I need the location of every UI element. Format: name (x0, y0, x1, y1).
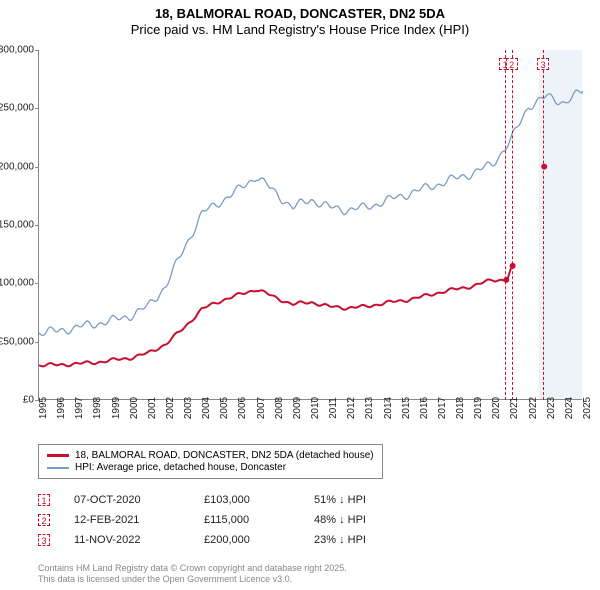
x-tick-label: 2008 (274, 397, 285, 419)
legend: 18, BALMORAL ROAD, DONCASTER, DN2 5DA (d… (38, 444, 383, 479)
footer-line1: Contains HM Land Registry data © Crown c… (38, 563, 347, 575)
transaction-marker: 2 (38, 514, 50, 526)
y-tick (35, 342, 39, 343)
x-tick-label: 1995 (38, 397, 49, 419)
transaction-diff: 23% ↓ HPI (314, 534, 424, 546)
x-tick-label: 2023 (546, 397, 557, 419)
x-tick-label: 2015 (401, 397, 412, 419)
chart-svg (39, 50, 583, 400)
x-tick-label: 2003 (183, 397, 194, 419)
x-tick-label: 2012 (346, 397, 357, 419)
chart-container: 18, BALMORAL ROAD, DONCASTER, DN2 5DA Pr… (0, 0, 600, 590)
y-axis-labels: £0£50,000£100,000£150,000£200,000£250,00… (0, 50, 36, 400)
footer-line2: This data is licensed under the Open Gov… (38, 574, 347, 586)
y-tick (35, 50, 39, 51)
x-tick-label: 2025 (582, 397, 593, 419)
title-block: 18, BALMORAL ROAD, DONCASTER, DN2 5DA Pr… (0, 0, 600, 37)
legend-row-property: 18, BALMORAL ROAD, DONCASTER, DN2 5DA (d… (47, 450, 374, 461)
legend-swatch-property (47, 454, 69, 457)
x-tick-label: 2021 (509, 397, 520, 419)
transaction-date: 11-NOV-2022 (74, 534, 204, 546)
legend-row-hpi: HPI: Average price, detached house, Donc… (47, 462, 374, 473)
y-tick-label: £200,000 (0, 161, 34, 172)
y-tick (35, 167, 39, 168)
x-tick-label: 1997 (74, 397, 85, 419)
x-tick-label: 2011 (328, 397, 339, 419)
x-axis-labels: 1995199619971998199920002001200220032004… (38, 404, 582, 444)
x-tick-label: 2016 (419, 397, 430, 419)
transaction-diff: 51% ↓ HPI (314, 494, 424, 506)
x-tick-label: 2020 (491, 397, 502, 419)
transactions-table: 1 07-OCT-2020£103,00051% ↓ HPI 2 12-FEB-202… (38, 490, 424, 550)
x-tick-label: 2006 (237, 397, 248, 419)
y-tick (35, 108, 39, 109)
marker-vline (505, 50, 506, 400)
x-tick-label: 2010 (310, 397, 321, 419)
sale-marker-dot (503, 277, 509, 283)
footer: Contains HM Land Registry data © Crown c… (38, 563, 347, 586)
transaction-price: £115,000 (204, 514, 314, 526)
legend-label-hpi: HPI: Average price, detached house, Donc… (75, 462, 286, 473)
x-tick-label: 1996 (56, 397, 67, 419)
y-tick (35, 225, 39, 226)
transaction-date: 07-OCT-2020 (74, 494, 204, 506)
x-tick-label: 2022 (528, 397, 539, 419)
legend-label-property: 18, BALMORAL ROAD, DONCASTER, DN2 5DA (d… (75, 450, 374, 461)
transaction-price: £103,000 (204, 494, 314, 506)
x-tick-label: 2009 (292, 397, 303, 419)
series-property (39, 268, 511, 366)
transaction-diff: 48% ↓ HPI (314, 514, 424, 526)
x-tick-label: 2014 (383, 397, 394, 419)
x-tick-label: 2001 (147, 397, 158, 419)
transaction-row: 3 11-NOV-2022£200,00023% ↓ HPI (38, 530, 424, 550)
x-tick-label: 2018 (455, 397, 466, 419)
x-tick-label: 2000 (129, 397, 140, 419)
sale-marker-dot (541, 164, 547, 170)
marker-vline (543, 50, 544, 400)
plot-area (38, 50, 582, 400)
x-tick-label: 1998 (92, 397, 103, 419)
x-tick-label: 2004 (201, 397, 212, 419)
transaction-row: 2 12-FEB-2021£115,00048% ↓ HPI (38, 510, 424, 530)
marker-box: 3 (537, 58, 549, 70)
y-tick-label: £0 (23, 395, 34, 406)
y-tick-label: £250,000 (0, 103, 34, 114)
x-tick-label: 2005 (219, 397, 230, 419)
title-address: 18, BALMORAL ROAD, DONCASTER, DN2 5DA (0, 6, 600, 21)
transaction-date: 12-FEB-2021 (74, 514, 204, 526)
x-tick-label: 2002 (165, 397, 176, 419)
x-tick-label: 2017 (437, 397, 448, 419)
title-subtitle: Price paid vs. HM Land Registry's House … (0, 22, 600, 37)
x-tick-label: 2013 (364, 397, 375, 419)
transaction-marker: 3 (38, 534, 50, 546)
marker-vline (512, 50, 513, 400)
transaction-marker: 1 (38, 494, 50, 506)
marker-box: 2 (506, 58, 518, 70)
x-tick-label: 1999 (111, 397, 122, 419)
y-tick-label: £150,000 (0, 220, 34, 231)
x-tick-label: 2007 (256, 397, 267, 419)
y-tick-label: £100,000 (0, 278, 34, 289)
sale-marker-dot (510, 263, 516, 269)
x-tick-label: 2024 (564, 397, 575, 419)
series-hpi (39, 90, 583, 335)
y-tick (35, 283, 39, 284)
y-tick-label: £300,000 (0, 45, 34, 56)
x-tick-label: 2019 (473, 397, 484, 419)
y-tick-label: £50,000 (0, 336, 34, 347)
transaction-row: 1 07-OCT-2020£103,00051% ↓ HPI (38, 490, 424, 510)
transaction-price: £200,000 (204, 534, 314, 546)
legend-swatch-hpi (47, 467, 69, 469)
